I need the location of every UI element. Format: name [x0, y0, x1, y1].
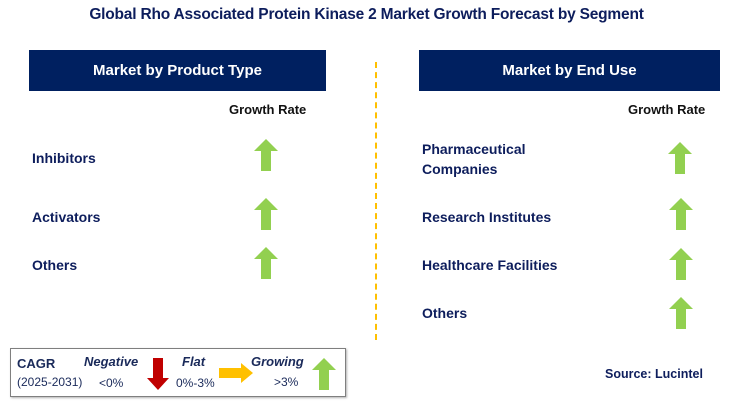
product-item-label: Activators — [32, 209, 101, 225]
end-use-item-label: Healthcare Facilities — [422, 257, 558, 273]
growing-arrow-icon — [668, 142, 692, 174]
flat-arrow-icon — [219, 363, 253, 383]
product-growth-rate-label: Growth Rate — [229, 102, 307, 117]
legend-flat-label: Flat — [182, 354, 206, 369]
product-item-label: Inhibitors — [32, 150, 96, 166]
end-use-growth-rate-label: Growth Rate — [628, 102, 706, 117]
legend-negative-range: <0% — [99, 376, 124, 390]
source-label: Source: Lucintel — [605, 367, 703, 381]
legend-negative-label: Negative — [84, 354, 139, 369]
legend-growing-label: Growing — [251, 354, 304, 369]
growing-arrow-icon — [669, 248, 693, 280]
end-use-item-label: Others — [422, 305, 468, 321]
legend-period: (2025-2031) — [17, 375, 83, 389]
negative-arrow-icon — [147, 358, 169, 390]
growing-arrow-icon — [254, 139, 278, 171]
end-use-item-label: Pharmaceutical Companies — [422, 141, 526, 177]
growing-arrow-icon — [254, 198, 278, 230]
cagr-legend: CAGR (2025-2031) Negative <0% Flat 0%-3%… — [10, 348, 346, 397]
legend-flat-range: 0%-3% — [176, 376, 215, 390]
section-divider — [375, 62, 377, 340]
growing-arrow-icon — [669, 198, 693, 230]
growing-arrow-icon — [669, 297, 693, 329]
product-type-header: Market by Product Type — [29, 50, 326, 91]
legend-cagr-label: CAGR — [17, 356, 56, 371]
page-title: Global Rho Associated Protein Kinase 2 M… — [89, 6, 644, 23]
legend-growing-range: >3% — [274, 375, 299, 389]
end-use-header: Market by End Use — [419, 50, 720, 91]
growing-arrow-icon — [312, 358, 336, 390]
growing-arrow-icon — [254, 247, 278, 279]
product-item-label: Others — [32, 257, 78, 273]
end-use-item-label: Research Institutes — [422, 209, 552, 225]
